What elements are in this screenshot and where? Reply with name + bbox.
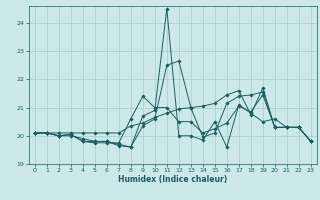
X-axis label: Humidex (Indice chaleur): Humidex (Indice chaleur): [118, 175, 228, 184]
